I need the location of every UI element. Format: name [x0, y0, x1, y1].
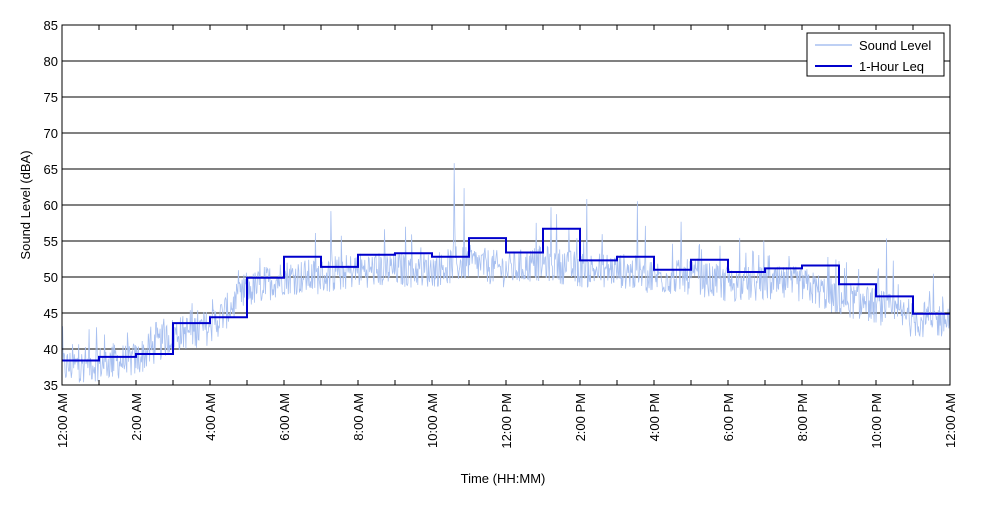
y-axis-ticks: 35 40 45 50 55 60 65 70 75 80 85 [44, 18, 950, 393]
x-tick-label: 4:00 AM [203, 393, 218, 441]
grid-lines [62, 60, 950, 350]
y-tick-label: 70 [44, 126, 58, 141]
y-tick-label: 40 [44, 342, 58, 357]
x-tick-label: 12:00 AM [55, 393, 70, 448]
x-tick-label: 12:00 AM [943, 393, 958, 448]
y-tick-label: 45 [44, 306, 58, 321]
y-tick-label: 50 [44, 270, 58, 285]
x-tick-label: 2:00 PM [573, 393, 588, 441]
legend-leq-label: 1-Hour Leq [859, 59, 924, 74]
x-axis-ticks: 12:00 AM 2:00 AM 4:00 AM 6:00 AM 8:00 AM 10:0… [55, 25, 958, 449]
x-tick-label: 10:00 AM [425, 393, 440, 448]
y-tick-label: 85 [44, 18, 58, 33]
x-tick-label: 12:00 PM [499, 393, 514, 449]
y-axis-label: Sound Level (dBA) [18, 150, 33, 259]
sound-level-line [61, 163, 951, 383]
legend-sound-level-label: Sound Level [859, 38, 931, 53]
x-tick-label: 2:00 AM [129, 393, 144, 441]
y-tick-label: 60 [44, 198, 58, 213]
y-tick-label: 55 [44, 234, 58, 249]
x-tick-label: 6:00 AM [277, 393, 292, 441]
leq-step-line [62, 227, 950, 362]
x-tick-label: 4:00 PM [647, 393, 662, 441]
x-tick-label: 8:00 PM [795, 393, 810, 441]
y-tick-label: 80 [44, 54, 58, 69]
x-axis-label: Time (HH:MM) [461, 471, 546, 486]
y-tick-label: 65 [44, 162, 58, 177]
leq-series [62, 227, 950, 362]
y-tick-label: 35 [44, 378, 58, 393]
y-tick-label: 75 [44, 90, 58, 105]
x-tick-label: 6:00 PM [721, 393, 736, 441]
x-tick-label: 10:00 PM [869, 393, 884, 449]
sound-level-series [61, 163, 951, 383]
legend: Sound Level 1-Hour Leq [806, 32, 945, 77]
x-tick-label: 8:00 AM [351, 393, 366, 441]
legend-box [806, 32, 945, 77]
